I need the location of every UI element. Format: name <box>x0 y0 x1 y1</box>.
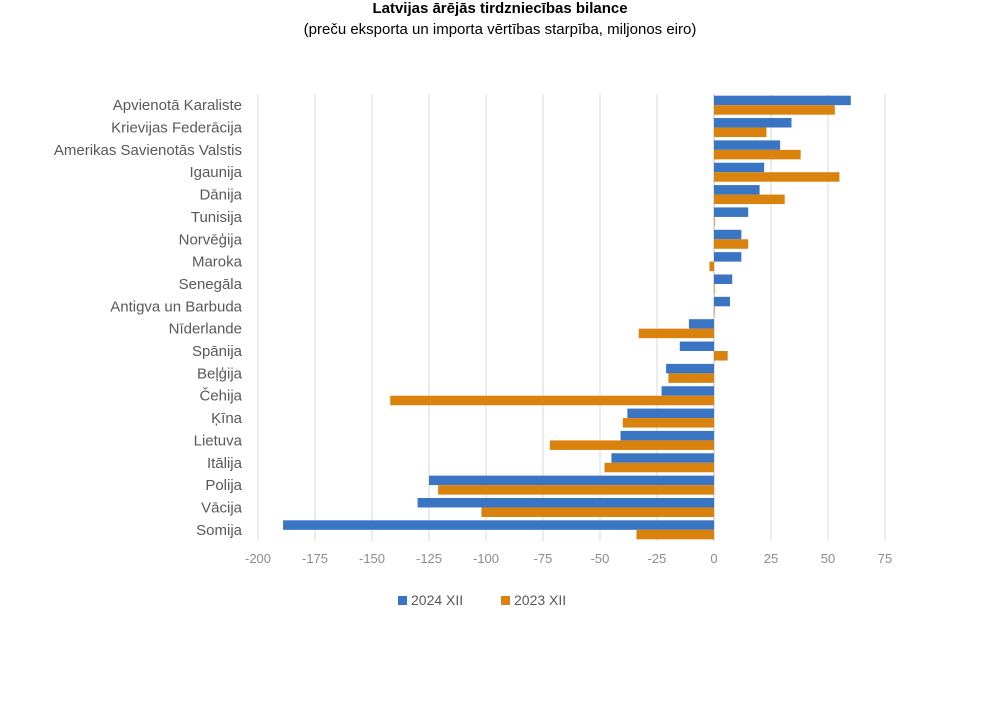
bar-s1-9 <box>714 296 730 307</box>
bar-s2-2 <box>714 149 801 160</box>
bar-s1-1 <box>714 118 792 128</box>
category-label-1: Krievijas Federācija <box>111 120 243 137</box>
bar-s1-5 <box>714 207 749 217</box>
bar-s1-6 <box>714 229 742 240</box>
bar-s2-15 <box>549 440 714 450</box>
bar-s2-9 <box>714 306 715 316</box>
bar-s2-8 <box>714 283 715 294</box>
bar-s1-3 <box>714 162 765 173</box>
x-tick-label-9: 25 <box>764 551 778 566</box>
bar-s1-13 <box>661 386 714 396</box>
category-label-0: Apvienotā Karaliste <box>113 97 242 114</box>
x-tick-label-4: -100 <box>473 551 499 566</box>
bar-s1-16 <box>611 453 714 463</box>
bar-s2-1 <box>714 127 767 138</box>
bar-s2-19 <box>636 529 714 540</box>
bar-s1-8 <box>714 274 733 284</box>
bar-s1-15 <box>620 430 714 441</box>
x-tick-label-0: -200 <box>245 551 271 566</box>
category-label-3: Igaunija <box>189 164 242 181</box>
bar-s1-12 <box>666 363 714 374</box>
bar-s1-7 <box>714 252 742 262</box>
category-label-17: Polija <box>205 477 242 494</box>
category-label-9: Antigva un Barbuda <box>110 298 242 315</box>
category-label-6: Norvēģija <box>179 231 243 248</box>
x-tick-label-8: 0 <box>710 551 717 566</box>
category-label-16: Itālija <box>207 455 243 472</box>
legend-label-0: 2024 XII <box>411 592 463 608</box>
bar-s2-10 <box>638 328 714 339</box>
chart-subtitle: (preču eksporta un importa vērtības star… <box>303 21 697 38</box>
legend-swatch-1 <box>501 596 510 605</box>
category-label-2: Amerikas Savienotās Valstis <box>54 142 242 159</box>
bar-s2-14 <box>622 418 714 428</box>
category-label-13: Čehija <box>199 388 242 405</box>
bar-s2-13 <box>390 395 714 406</box>
bar-s1-0 <box>714 95 851 106</box>
bar-s2-5 <box>714 216 715 227</box>
bar-s1-17 <box>429 475 714 486</box>
x-tick-label-6: -50 <box>591 551 610 566</box>
bar-s2-3 <box>714 172 840 182</box>
bar-s1-18 <box>417 497 714 508</box>
bar-s1-11 <box>679 341 714 352</box>
x-tick-label-10: 50 <box>821 551 835 566</box>
chart-title: Latvijas ārējās tirdzniecības bilance <box>372 0 628 17</box>
category-label-4: Dānija <box>199 187 242 204</box>
bar-s2-17 <box>438 485 714 495</box>
bar-s2-12 <box>668 373 714 383</box>
bar-s1-2 <box>714 140 781 150</box>
category-label-5: Tunisija <box>191 209 243 226</box>
x-tick-label-7: -25 <box>648 551 667 566</box>
bar-s2-18 <box>481 507 714 517</box>
x-tick-label-5: -75 <box>534 551 553 566</box>
bar-s2-16 <box>604 462 714 473</box>
category-label-7: Maroka <box>192 254 243 271</box>
x-tick-label-3: -125 <box>416 551 442 566</box>
bar-s2-7 <box>709 261 714 272</box>
legend-swatch-0 <box>398 596 407 605</box>
bar-s2-0 <box>714 105 835 115</box>
bar-s2-6 <box>714 239 749 249</box>
category-label-19: Somija <box>196 522 243 539</box>
category-label-8: Senegāla <box>179 276 243 293</box>
x-tick-label-2: -150 <box>359 551 385 566</box>
category-label-14: Ķīna <box>211 410 243 427</box>
bar-s2-4 <box>714 194 785 205</box>
category-label-12: Beļģija <box>197 365 243 382</box>
category-label-18: Vācija <box>201 499 243 516</box>
x-tick-label-1: -175 <box>302 551 328 566</box>
bar-s2-11 <box>714 351 728 361</box>
x-tick-label-11: 75 <box>878 551 892 566</box>
legend-label-1: 2023 XII <box>514 592 566 608</box>
category-label-10: Nīderlande <box>169 321 242 338</box>
bar-s1-4 <box>714 185 760 195</box>
bar-s1-10 <box>688 319 714 329</box>
category-label-11: Spānija <box>192 343 243 360</box>
category-label-15: Lietuva <box>194 432 243 449</box>
bar-s1-14 <box>627 408 714 419</box>
bar-s1-19 <box>283 520 714 530</box>
